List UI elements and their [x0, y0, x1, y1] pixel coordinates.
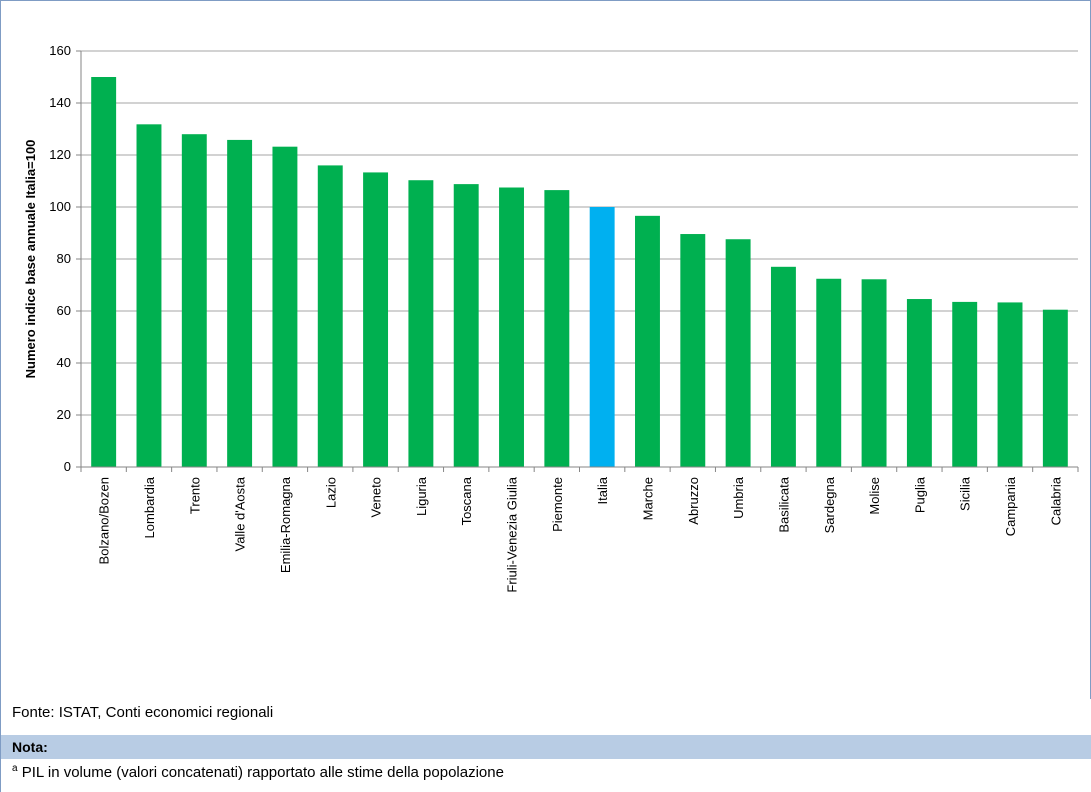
- bar-veneto: [363, 172, 389, 468]
- x-tick-label: Trento: [187, 477, 202, 514]
- bar-lombardia: [136, 124, 162, 467]
- y-tick-label: 0: [64, 459, 71, 474]
- x-tick-label: Friuli-Venezia Giulia: [505, 476, 520, 592]
- bar-italia: [589, 207, 615, 467]
- bar-bolzano-bozen: [91, 77, 117, 467]
- x-tick-label: Abruzzo: [686, 477, 701, 525]
- bar-chart: 0 20 40 60 80 100 120 140 160 Bolzano/Bozen Lomba…: [23, 43, 1079, 593]
- note-marker: a: [12, 763, 18, 774]
- x-tick-label: Calabria: [1048, 476, 1063, 525]
- x-tick-label: Piemonte: [550, 477, 565, 532]
- x-tick-label: Sardegna: [822, 476, 837, 533]
- bar-valle-d-aosta: [227, 139, 253, 468]
- source-text: Fonte: ISTAT, Conti economici regionali: [12, 704, 274, 721]
- x-tick-label: Emilia-Romagna: [278, 476, 293, 573]
- y-tick-label: 20: [57, 407, 71, 422]
- y-tick-label: 120: [49, 147, 71, 162]
- x-tick-label: Italia: [595, 476, 610, 504]
- bar-sicilia: [952, 301, 978, 467]
- x-tick-label: Bolzano/Bozen: [97, 477, 112, 564]
- y-tick-label: 140: [49, 95, 71, 110]
- bar-piemonte: [544, 190, 570, 467]
- x-tick-label: Toscana: [459, 476, 474, 525]
- x-tick-label: Puglia: [912, 476, 927, 513]
- y-tick-label: 40: [57, 355, 71, 370]
- x-tick-label: Basilicata: [776, 476, 791, 532]
- bar-abruzzo: [680, 234, 706, 467]
- chart-frame: 0 20 40 60 80 100 120 140 160 Bolzano/Bozen Lomba…: [0, 0, 1091, 699]
- bar-lazio: [317, 165, 343, 467]
- x-tick-label: Sicilia: [958, 476, 973, 511]
- bar-sardegna: [816, 278, 842, 467]
- x-tick-label: Lazio: [323, 477, 338, 508]
- x-tick-label: Lombardia: [142, 476, 157, 538]
- x-tick-label: Marche: [640, 477, 655, 520]
- x-tick-label: Valle d'Aosta: [233, 476, 248, 551]
- bar-friuli-venezia-giulia: [499, 187, 524, 467]
- bar-calabria: [1042, 309, 1068, 467]
- bar-puglia: [906, 299, 932, 467]
- bar-liguria: [408, 180, 434, 467]
- note-header-bar: [0, 735, 1091, 759]
- bar-umbria: [725, 239, 751, 467]
- bar-marche: [635, 215, 660, 467]
- note-text: a PIL in volume (valori concatenati) rap…: [12, 763, 504, 781]
- x-tick-label: Campania: [1003, 476, 1018, 536]
- y-axis-label: Numero indice base annuale Italia=100: [23, 140, 38, 379]
- x-tick-label: Liguria: [414, 476, 429, 516]
- bar-emilia-romagna: [272, 146, 298, 467]
- bar-trento: [181, 134, 207, 467]
- y-tick-label: 80: [57, 251, 71, 266]
- bar-toscana: [453, 184, 479, 467]
- bar-molise: [861, 279, 887, 467]
- y-tick-label: 100: [49, 199, 71, 214]
- x-tick-label: Umbria: [731, 476, 746, 519]
- bar-basilicata: [770, 266, 796, 467]
- note-body: PIL in volume (valori concatenati) rappo…: [17, 764, 504, 781]
- bar-campania: [997, 302, 1023, 467]
- x-tick-label: Veneto: [369, 477, 384, 518]
- note-title: Nota:: [12, 739, 48, 755]
- y-tick-label: 160: [49, 43, 71, 58]
- x-tick-label: Molise: [867, 477, 882, 515]
- y-tick-label: 60: [57, 303, 71, 318]
